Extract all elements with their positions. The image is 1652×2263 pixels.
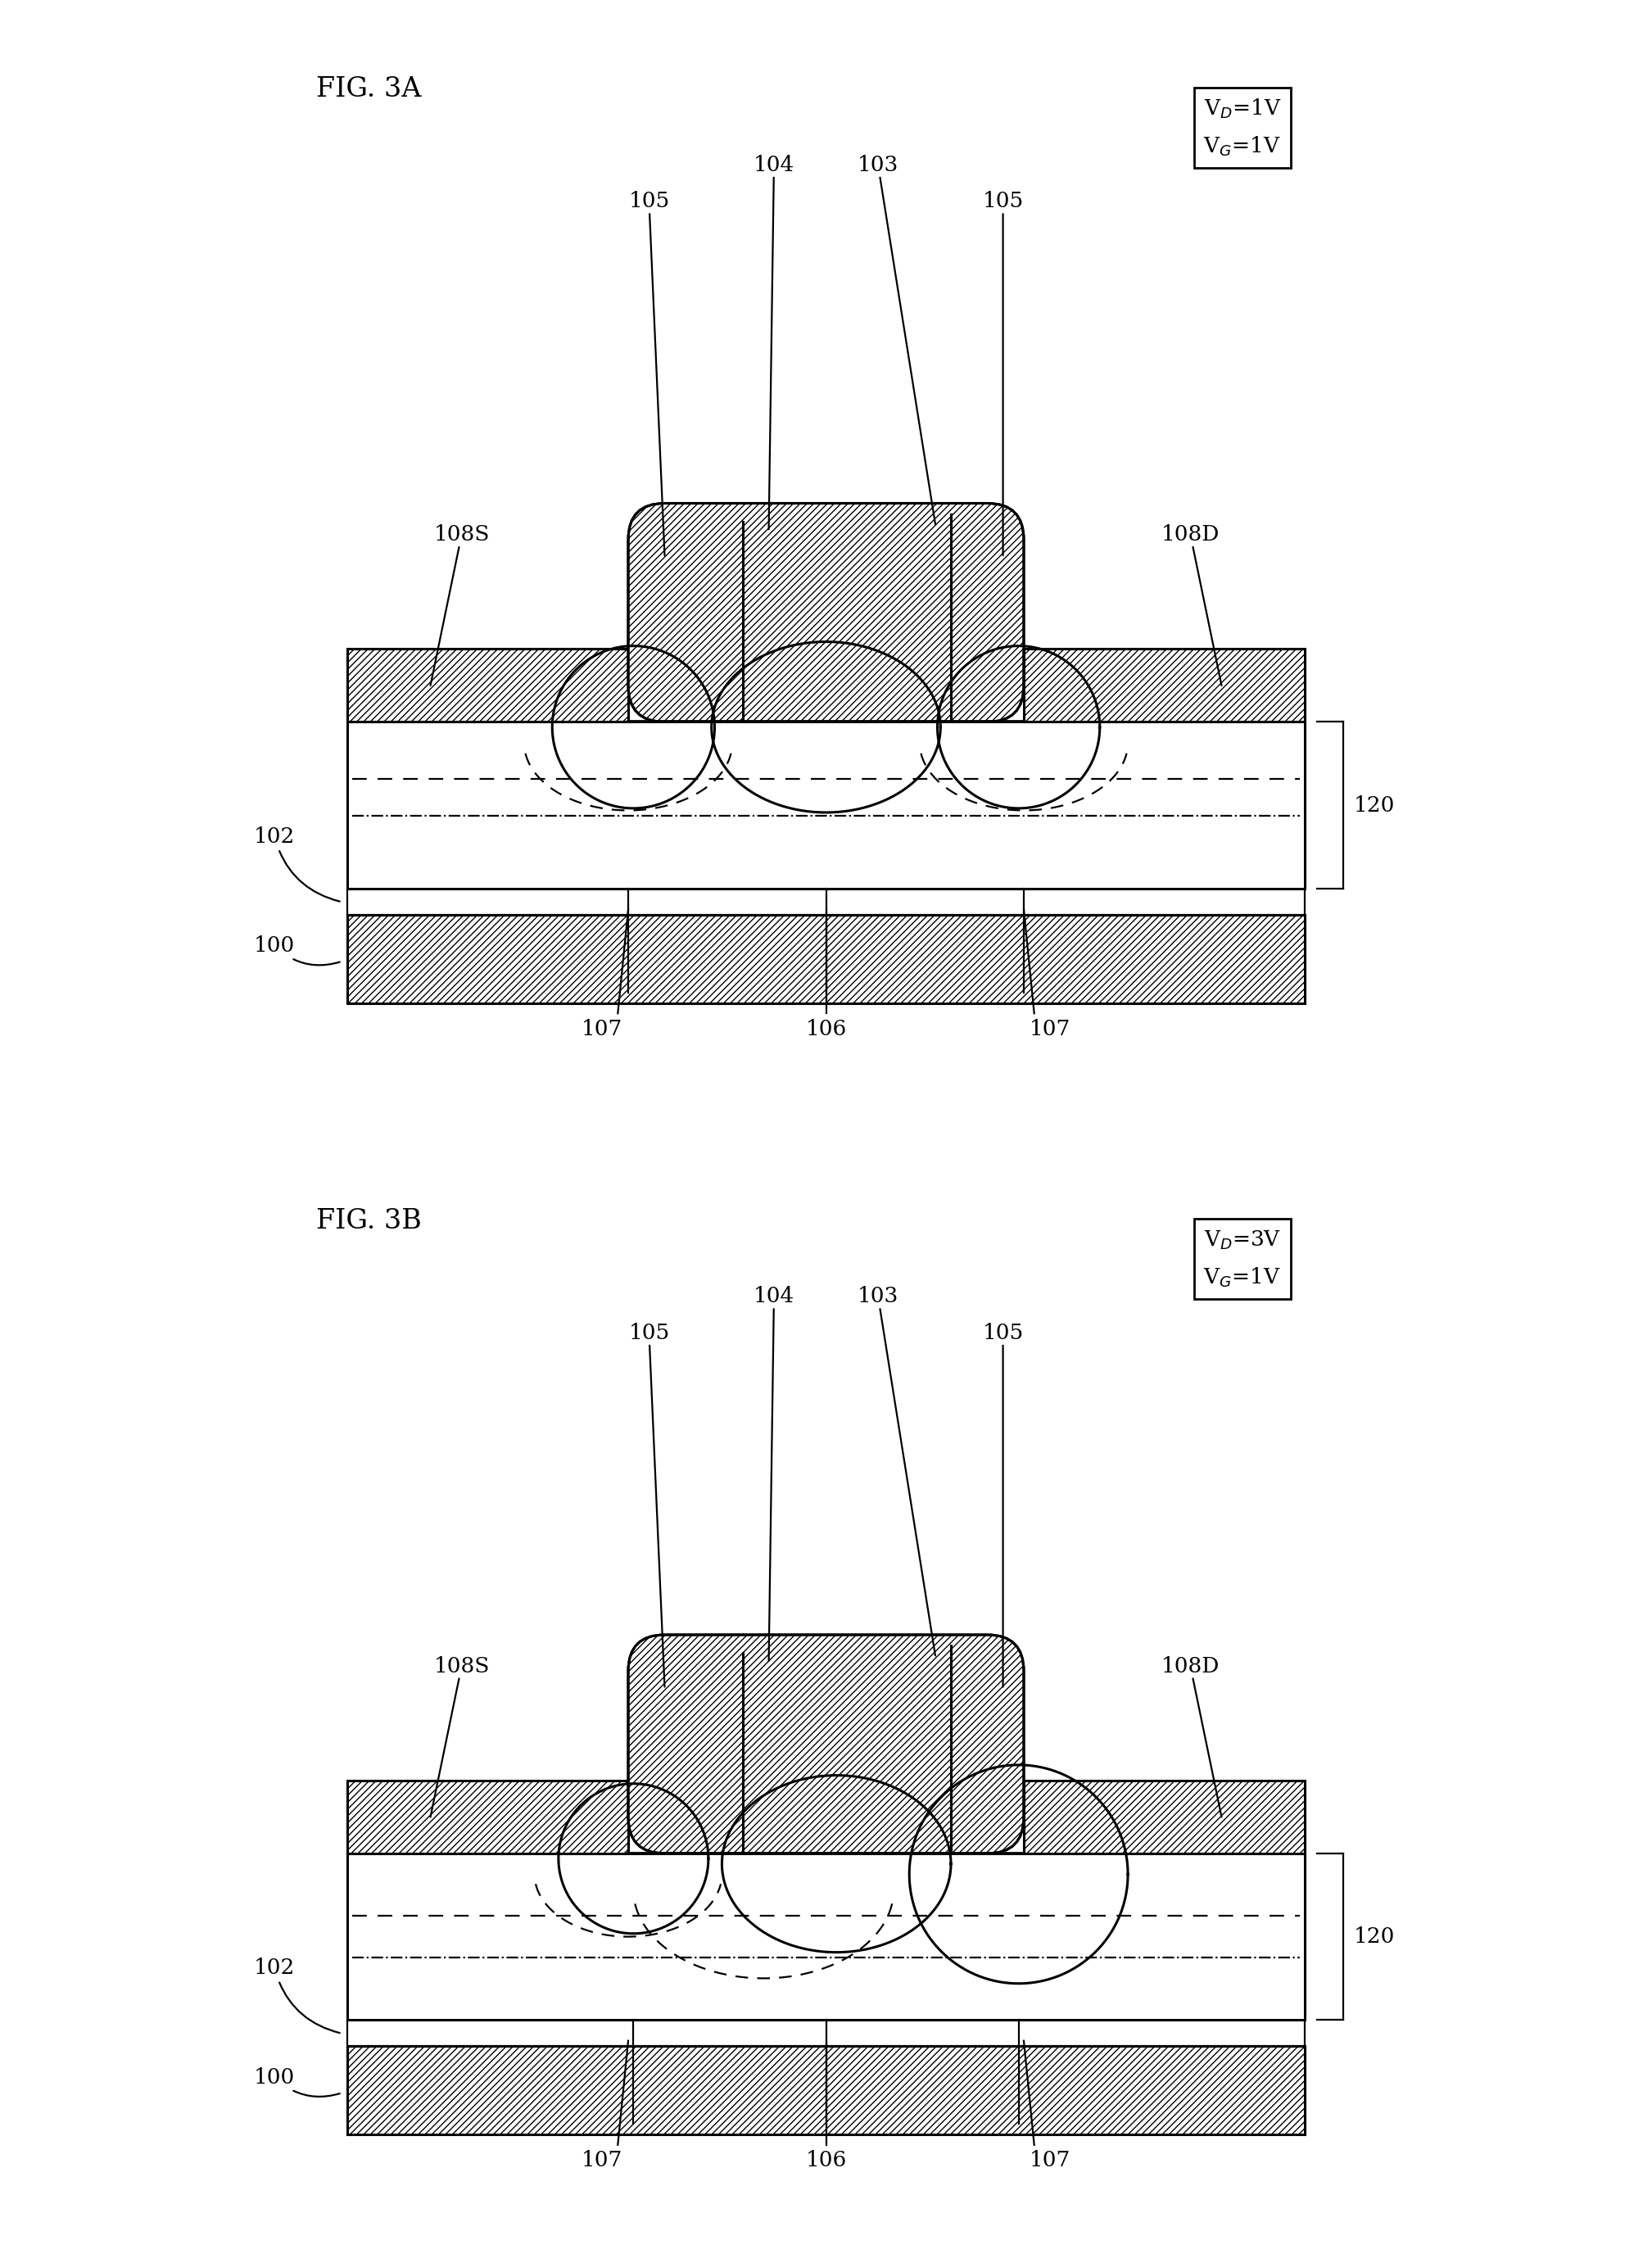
FancyBboxPatch shape: [628, 1634, 1024, 1853]
Bar: [347, 914, 1305, 1003]
Text: 102: 102: [254, 1957, 340, 2032]
Bar: [1024, 649, 1305, 722]
Text: 120: 120: [1353, 1926, 1394, 1946]
Bar: [347, 649, 628, 722]
Text: 107: 107: [1029, 2150, 1070, 2170]
Bar: [628, 1853, 1024, 2021]
Text: FIG. 3B: FIG. 3B: [316, 1208, 421, 1233]
Text: 120: 120: [1353, 794, 1394, 815]
Text: 108S: 108S: [431, 525, 489, 686]
Text: 105: 105: [628, 190, 669, 554]
Text: 104: 104: [753, 1285, 795, 1661]
Bar: [628, 722, 1024, 889]
Bar: [1024, 722, 1305, 889]
Text: V$_{D}$=1V
V$_{G}$=1V: V$_{D}$=1V V$_{G}$=1V: [1204, 97, 1282, 158]
Bar: [347, 2021, 1305, 2046]
Text: 108S: 108S: [431, 1657, 489, 1817]
Bar: [347, 1853, 628, 2021]
Bar: [347, 2046, 1305, 2134]
Text: 108D: 108D: [1161, 525, 1221, 686]
Text: FIG. 3A: FIG. 3A: [316, 77, 421, 102]
Text: 102: 102: [254, 826, 340, 901]
Text: 105: 105: [983, 1322, 1024, 1686]
Text: 100: 100: [254, 935, 340, 964]
Text: 105: 105: [628, 1322, 669, 1686]
Bar: [347, 1853, 1305, 2021]
Text: 107: 107: [582, 1018, 623, 1039]
FancyBboxPatch shape: [628, 502, 1024, 722]
Text: 104: 104: [753, 154, 795, 530]
Text: 106: 106: [806, 2150, 846, 2170]
Bar: [1024, 1853, 1305, 2021]
Text: 103: 103: [857, 154, 935, 525]
Text: 107: 107: [1029, 1018, 1070, 1039]
Bar: [1024, 1781, 1305, 1853]
Text: 107: 107: [582, 2150, 623, 2170]
Bar: [347, 722, 1305, 889]
Bar: [347, 889, 1305, 914]
Text: 108D: 108D: [1161, 1657, 1221, 1817]
Text: 106: 106: [806, 1018, 846, 1039]
Text: 103: 103: [857, 1285, 935, 1657]
Text: 100: 100: [254, 2066, 340, 2096]
Bar: [347, 1781, 628, 1853]
Text: 105: 105: [983, 190, 1024, 554]
Text: V$_{D}$=3V
V$_{G}$=1V: V$_{D}$=3V V$_{G}$=1V: [1204, 1229, 1282, 1290]
Bar: [347, 722, 628, 889]
